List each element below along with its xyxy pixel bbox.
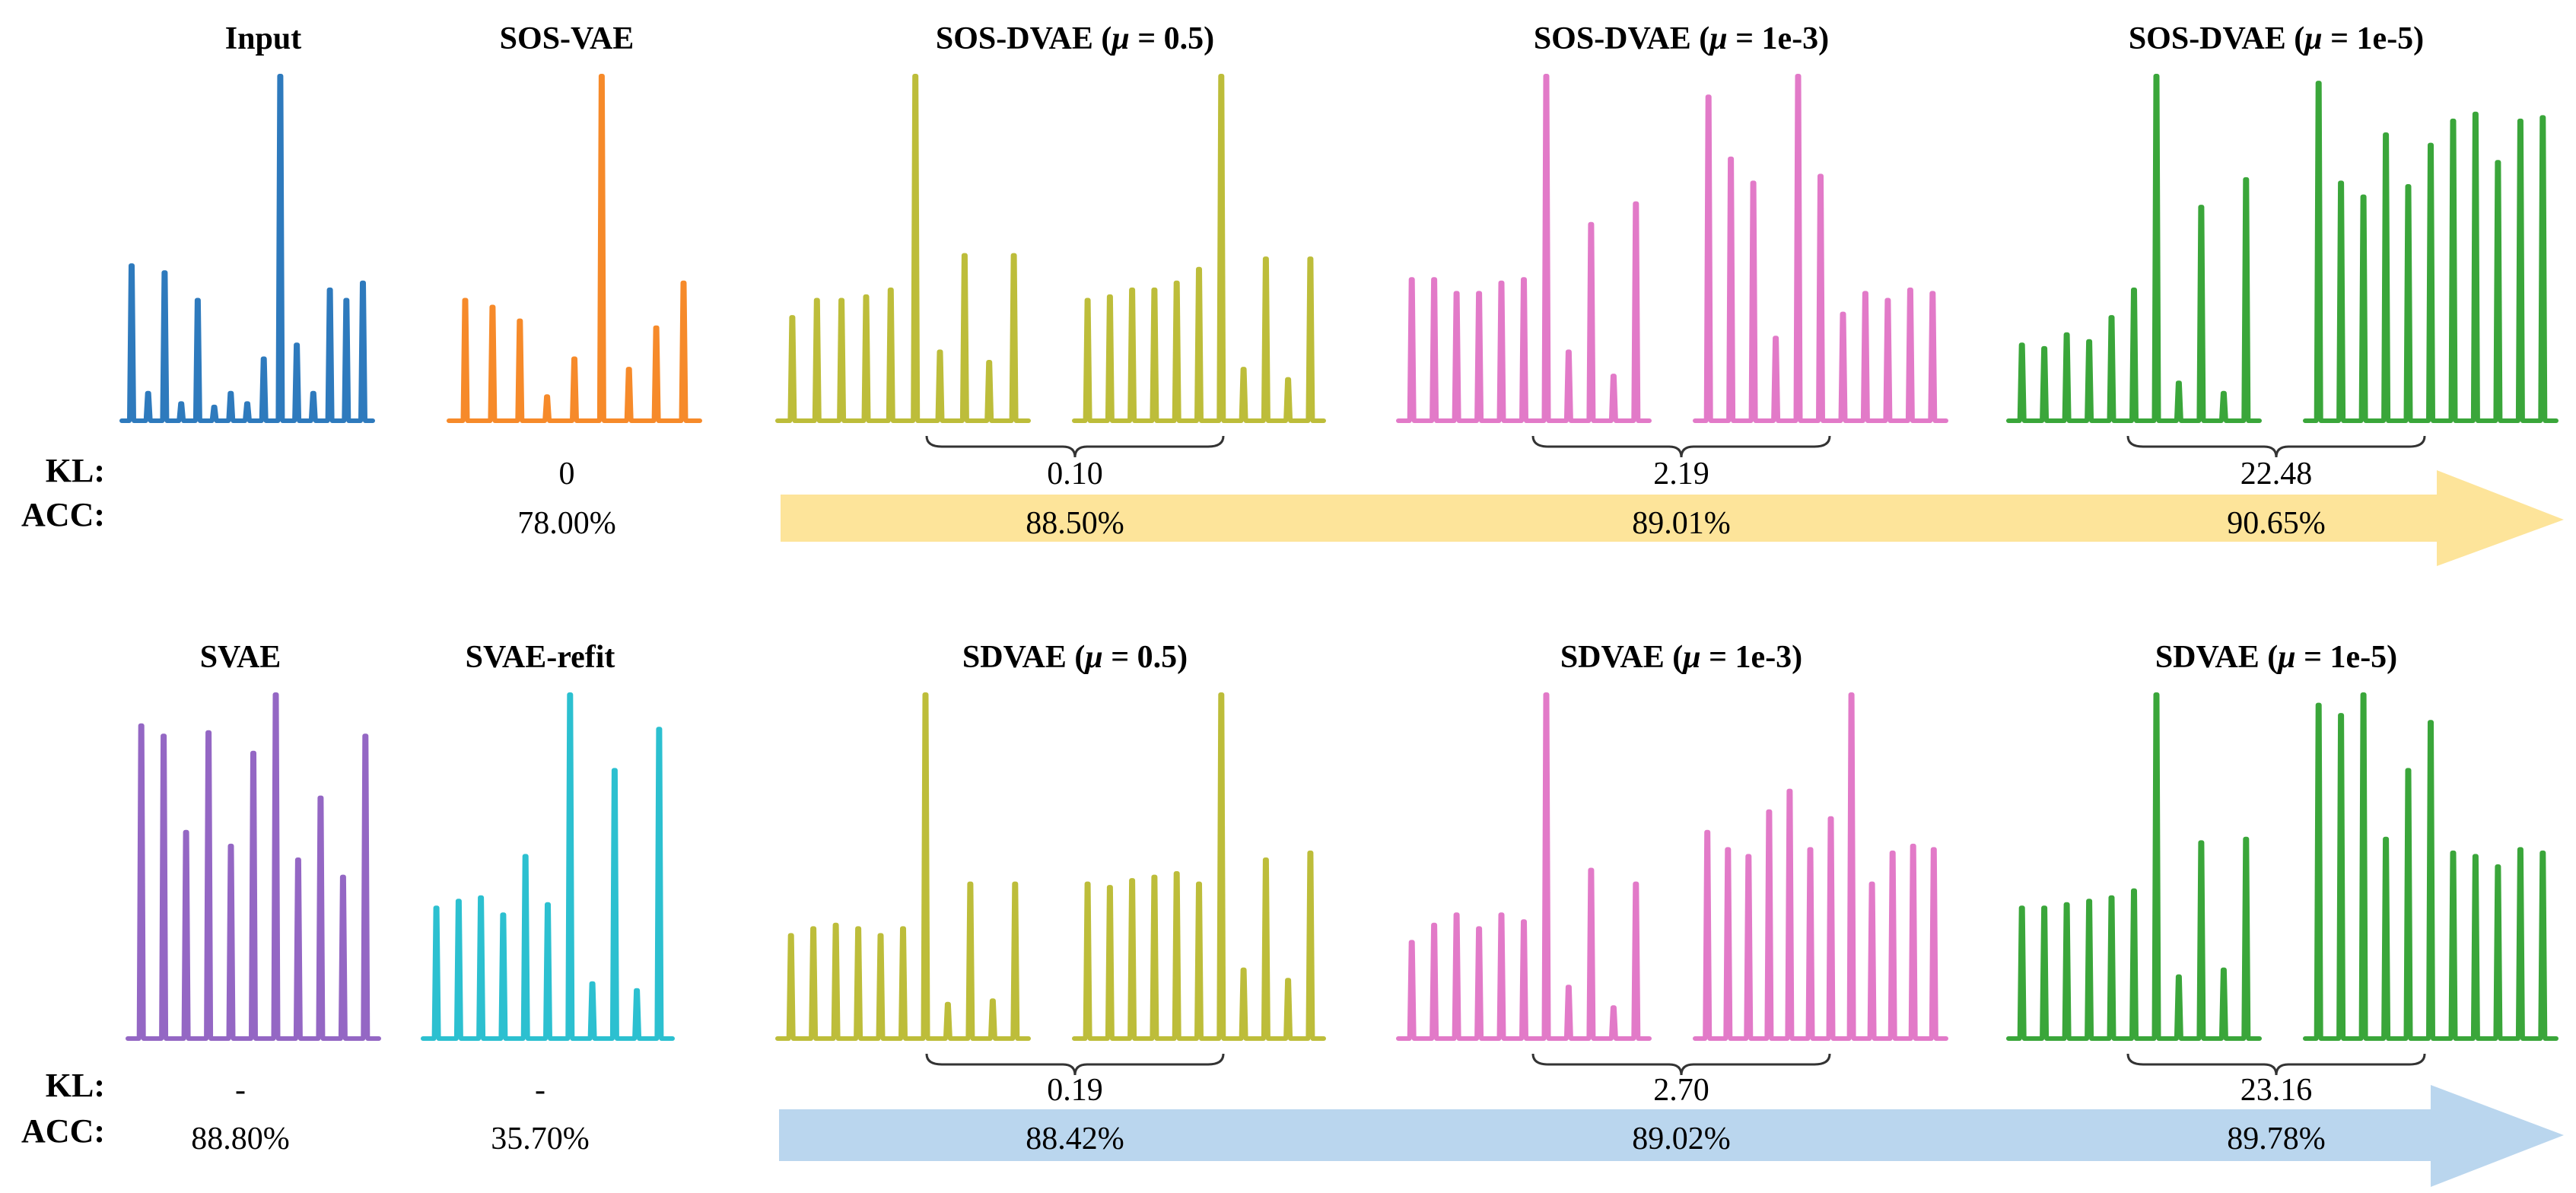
panel-title: SOS-DVAE (μ = 1e-3) <box>1534 21 1829 56</box>
spike-trace <box>1072 74 1326 423</box>
arrows-layer <box>779 470 2564 1187</box>
panel-title: SVAE-refit <box>466 640 615 675</box>
spike-trace <box>119 74 375 423</box>
panel-title-suffix: = 0.5) <box>1103 640 1188 675</box>
panel-title-suffix: = 1e-3) <box>1728 21 1830 56</box>
spike-trace <box>2303 692 2559 1041</box>
panel-title: SOS-DVAE (μ = 1e-5) <box>2129 21 2424 56</box>
spike-trace <box>1072 692 1326 1041</box>
spike-trace <box>1693 692 1948 1041</box>
spike-trace <box>1693 74 1948 423</box>
spike-trace <box>775 74 1031 423</box>
panel-title: SOS-VAE <box>500 21 634 56</box>
panel-sdvae-05: SDVAE (μ = 0.5) 0.19 88.42% <box>775 640 1326 1156</box>
kl-value: - <box>235 1073 246 1108</box>
spike-trace <box>2006 74 2262 423</box>
panel-sdvae-1e3: SDVAE (μ = 1e-3) 2.70 89.02% <box>1396 640 1948 1156</box>
acc-value: 89.01% <box>1632 506 1731 541</box>
panel-input: Input <box>119 21 375 423</box>
panel-title-suffix: = 1e-5) <box>2296 640 2398 675</box>
panel-title: SOS-DVAE (μ = 0.5) <box>936 21 1214 56</box>
spike-trace <box>126 692 381 1041</box>
panel-sos-dvae-05: SOS-DVAE (μ = 0.5) 0.10 88.50% <box>775 21 1326 541</box>
mu-symbol: μ <box>1083 640 1102 675</box>
panel-title: SDVAE (μ = 1e-5) <box>2155 640 2397 675</box>
panel-svae: SVAE - 88.80% <box>126 640 381 1156</box>
kl-value: 22.48 <box>2240 457 2313 492</box>
panel-title: SDVAE (μ = 1e-3) <box>1560 640 1802 675</box>
panel-title-prefix: SDVAE ( <box>1560 640 1683 675</box>
acc-value: 90.65% <box>2227 506 2326 541</box>
brace <box>925 1053 1225 1076</box>
acc-row-label-top: ACC: <box>21 496 105 533</box>
panel-sos-dvae-1e5: SOS-DVAE (μ = 1e-5) 22.48 90.65% <box>2006 21 2559 541</box>
panel-title-prefix: SOS-DVAE ( <box>2129 21 2304 56</box>
panel-title-prefix: SOS-DVAE ( <box>936 21 1111 56</box>
panel-title-suffix: = 0.5) <box>1130 21 1214 56</box>
acc-value: 88.80% <box>191 1121 290 1156</box>
progress-arrow-bottom <box>779 1085 2564 1187</box>
acc-value: 89.02% <box>1632 1121 1731 1156</box>
mu-symbol: μ <box>1681 640 1700 675</box>
panel-svae-refit: SVAE-refit - 35.70% <box>421 640 675 1156</box>
spike-trace <box>1396 692 1652 1041</box>
kl-value: 23.16 <box>2240 1073 2313 1108</box>
panel-title: SDVAE (μ = 0.5) <box>962 640 1188 675</box>
mu-symbol: μ <box>2276 640 2295 675</box>
spike-trace <box>2303 81 2559 423</box>
spike-trace <box>421 692 675 1041</box>
panel-title-prefix: SDVAE ( <box>962 640 1085 675</box>
kl-value: 0.19 <box>1047 1073 1103 1108</box>
brace <box>925 435 1225 458</box>
spike-trace <box>447 74 702 423</box>
panel-title: SVAE <box>200 640 281 675</box>
panel-title-suffix: = 1e-5) <box>2323 21 2425 56</box>
mu-symbol: μ <box>1708 21 1727 56</box>
kl-value: 2.19 <box>1653 457 1709 492</box>
panel-sos-vae: SOS-VAE 0 78.00% <box>447 21 702 541</box>
brace <box>1531 435 1831 458</box>
spike-trace <box>2006 692 2262 1041</box>
mu-symbol: μ <box>2303 21 2322 56</box>
panel-title-prefix: SDVAE ( <box>2155 640 2278 675</box>
brace <box>2126 1053 2426 1076</box>
spike-trace <box>775 692 1031 1041</box>
progress-arrow-top <box>781 470 2564 566</box>
acc-value: 88.42% <box>1026 1121 1124 1156</box>
panel-title-suffix: = 1e-3) <box>1701 640 1803 675</box>
kl-value: 0 <box>559 457 575 492</box>
panel-sdvae-1e5: SDVAE (μ = 1e-5) 23.16 89.78% <box>2006 640 2559 1156</box>
acc-value: 88.50% <box>1026 506 1124 541</box>
mu-symbol: μ <box>1110 21 1129 56</box>
acc-value: 89.78% <box>2227 1121 2326 1156</box>
kl-value: 2.70 <box>1653 1073 1709 1108</box>
kl-value: 0.10 <box>1047 457 1103 492</box>
brace <box>2126 435 2426 458</box>
kl-row-label-top: KL: <box>46 452 105 489</box>
panel-title-prefix: SOS-DVAE ( <box>1534 21 1709 56</box>
acc-row-label-bottom: ACC: <box>21 1112 105 1150</box>
acc-value: 78.00% <box>517 506 616 541</box>
acc-value: 35.70% <box>491 1121 590 1156</box>
spike-trace <box>1396 74 1652 423</box>
kl-row-label-bottom: KL: <box>46 1067 105 1104</box>
kl-value: - <box>535 1073 545 1108</box>
panel-sos-dvae-1e3: SOS-DVAE (μ = 1e-3) 2.19 89.01% <box>1396 21 1948 541</box>
panel-title: Input <box>225 21 301 56</box>
brace <box>1531 1053 1831 1076</box>
